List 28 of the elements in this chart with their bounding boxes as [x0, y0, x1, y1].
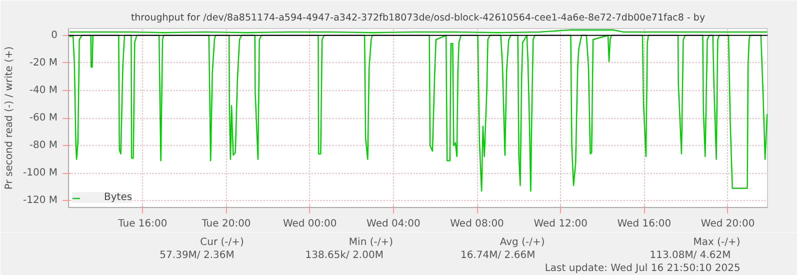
text: 57.39M/ 2.36M: [160, 250, 234, 261]
text: Cur (-/+): [200, 237, 244, 248]
text: Last update: Wed Jul 16 21:50:10 2025: [544, 263, 740, 274]
line-series: [68, 34, 768, 192]
y-tick-label: -20 M: [29, 57, 58, 68]
y-tick-label: -120 M: [23, 195, 58, 206]
y-tick-label: -40 M: [29, 84, 58, 96]
x-tick-label: Wed 04:00: [366, 218, 420, 230]
x-tick-label: Wed 16:00: [617, 218, 672, 230]
text: 113.08M/ 4.62M: [650, 250, 731, 261]
text: 16.74M/ 2.66M: [460, 250, 536, 261]
text: Min (-/+): [348, 237, 394, 248]
x-tick-label: Wed 00:00: [282, 218, 337, 230]
x-tick-label: Wed 08:00: [450, 218, 504, 230]
x-tick-label: Tue 16:00: [117, 218, 168, 230]
y-tick-label: 0: [51, 30, 58, 41]
y-axis-title: Pr second read (-) / write (+): [4, 46, 15, 190]
y-tick-label: -60 M: [29, 112, 58, 124]
y-tick-label: -100 M: [23, 168, 58, 179]
text: Max (-/+): [693, 237, 740, 248]
x-tick-label: Tue 20:00: [200, 218, 251, 230]
text: Avg (-/+): [500, 237, 545, 248]
y-tick-label: -80 M: [29, 140, 58, 152]
x-tick-label: Wed 20:00: [700, 218, 755, 230]
text: 138.65k/ 2.00M: [305, 250, 384, 261]
x-tick-label: Wed 12:00: [534, 218, 588, 230]
legend-label: Bytes: [104, 192, 132, 203]
chart-title: throughput for /dev/8a851174-a594-4947-a342-372fb18073de/osd-block-42610564-cee1-4a6e-8e72-7db00e71fac8 - by: [130, 12, 706, 24]
